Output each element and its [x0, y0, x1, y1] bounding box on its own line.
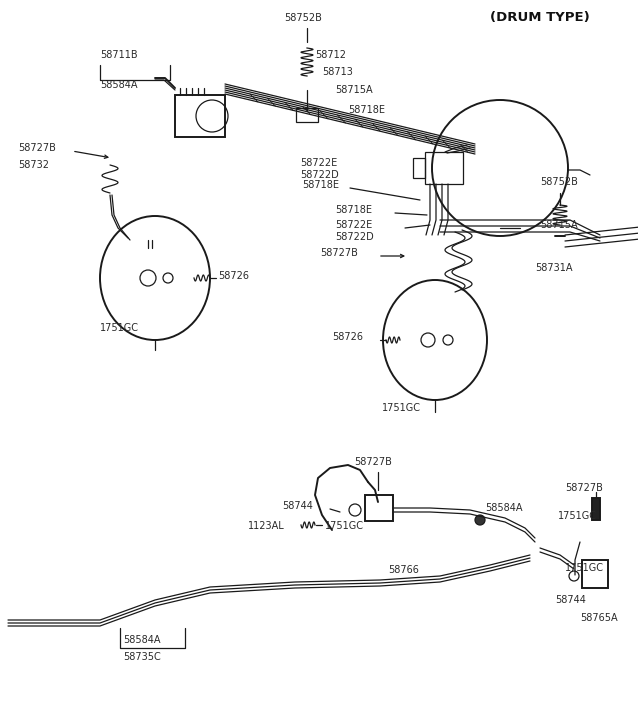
Text: 58735C: 58735C	[123, 652, 161, 662]
Text: 1751GC: 1751GC	[100, 323, 139, 333]
Text: 1751GC: 1751GC	[558, 511, 597, 521]
Text: 58727B: 58727B	[354, 457, 392, 467]
Text: 58752B: 58752B	[540, 177, 578, 187]
Text: 58727B: 58727B	[18, 143, 56, 153]
Text: 58715A: 58715A	[540, 220, 577, 230]
Text: 58726: 58726	[218, 271, 249, 281]
Text: 58718E: 58718E	[348, 105, 385, 115]
Text: 58727B: 58727B	[565, 483, 603, 493]
Bar	[296, 108, 318, 122]
Text: 58744: 58744	[555, 595, 586, 605]
Text: 58726: 58726	[332, 332, 363, 342]
Bar	[425, 152, 463, 184]
Text: 58766: 58766	[388, 565, 419, 575]
Bar	[592, 498, 600, 520]
Text: 58584A: 58584A	[485, 503, 523, 513]
Text: 58752B: 58752B	[284, 13, 322, 23]
Bar	[413, 158, 425, 178]
Text: 58765A: 58765A	[580, 613, 618, 623]
Text: 58731A: 58731A	[535, 263, 572, 273]
Bar	[582, 560, 608, 588]
Text: 1751GC: 1751GC	[382, 403, 421, 413]
Bar	[365, 495, 393, 521]
Text: 58718E: 58718E	[335, 205, 372, 215]
Text: 58584A: 58584A	[123, 635, 161, 645]
Text: 58712: 58712	[315, 50, 346, 60]
Text: 58584A: 58584A	[100, 80, 138, 90]
Text: 58744: 58744	[282, 501, 313, 511]
Text: 58718E: 58718E	[302, 180, 339, 190]
Text: 58722E: 58722E	[300, 158, 338, 168]
Text: 1751GC: 1751GC	[325, 521, 364, 531]
Ellipse shape	[475, 515, 485, 525]
Text: 58722E: 58722E	[335, 220, 372, 230]
Text: 58722D: 58722D	[300, 170, 339, 180]
Bar	[175, 95, 225, 137]
Text: 1123AL: 1123AL	[248, 521, 285, 531]
Text: 1751GC: 1751GC	[565, 563, 604, 573]
Text: 58713: 58713	[322, 67, 353, 77]
Text: 58727B: 58727B	[320, 248, 358, 258]
Text: 58711B: 58711B	[100, 50, 138, 60]
Text: 58715A: 58715A	[335, 85, 373, 95]
Text: 58722D: 58722D	[335, 232, 374, 242]
Text: (DRUM TYPE): (DRUM TYPE)	[490, 12, 590, 25]
Text: 58732: 58732	[18, 160, 49, 170]
